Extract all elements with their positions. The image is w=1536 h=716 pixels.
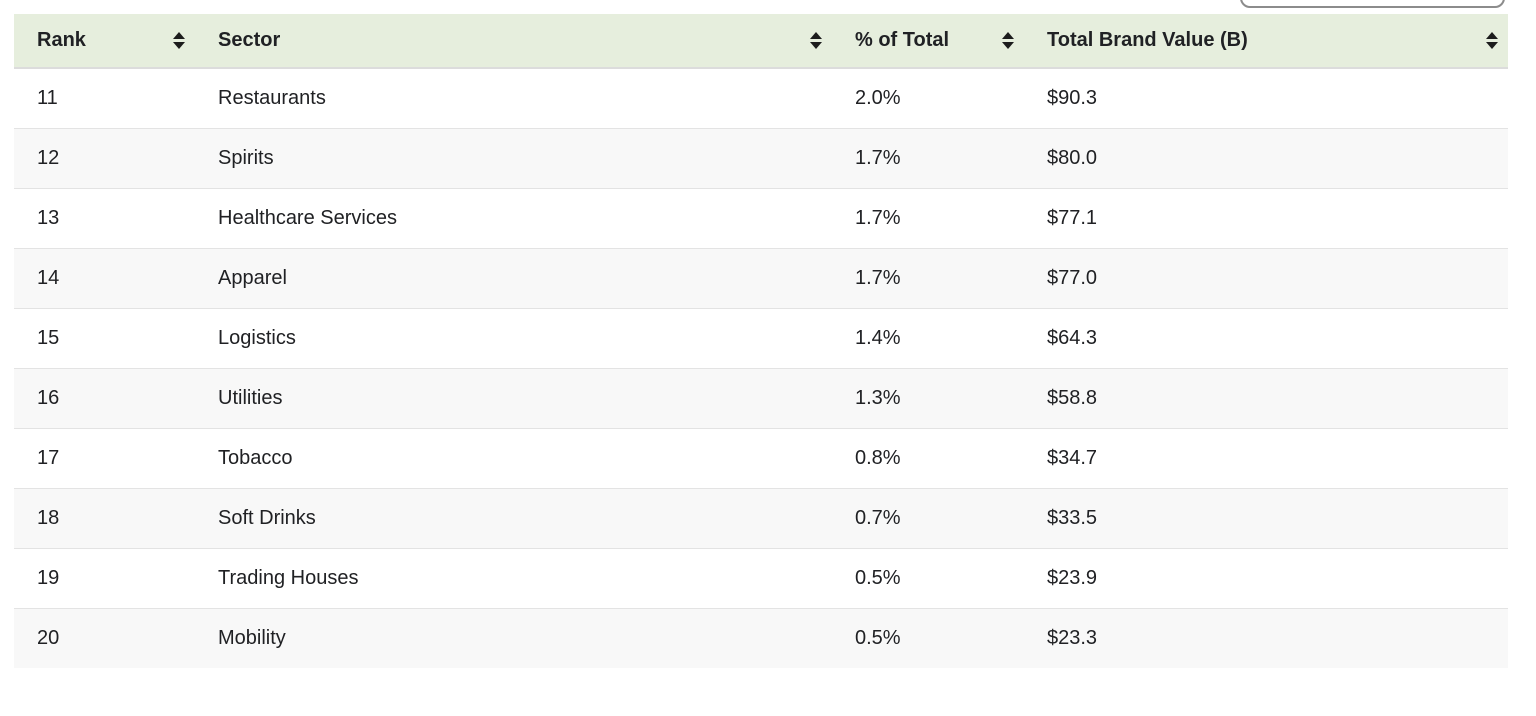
cell-value: $77.1 xyxy=(1024,187,1508,248)
cell-pct: 1.7% xyxy=(832,127,1024,188)
cell-pct: 1.7% xyxy=(832,247,1024,308)
cell-value: $77.0 xyxy=(1024,247,1508,308)
table-body: 11 Restaurants 2.0% $90.3 12 Spirits 1.7… xyxy=(14,68,1508,668)
column-header-label: Sector xyxy=(218,29,281,51)
cell-value: $23.9 xyxy=(1024,547,1508,608)
sort-icon xyxy=(810,32,822,49)
cell-value: $64.3 xyxy=(1024,307,1508,368)
cell-pct: 0.8% xyxy=(832,427,1024,488)
cell-rank: 11 xyxy=(37,86,58,109)
column-header-total-brand-value[interactable]: Total Brand Value (B) xyxy=(1024,14,1508,69)
cell-pct: 1.7% xyxy=(832,187,1024,248)
cell-pct: 1.3% xyxy=(832,367,1024,428)
cell-pct: 1.4% xyxy=(832,307,1024,368)
table-row: 19 Trading Houses 0.5% $23.9 xyxy=(14,547,1508,608)
table-row: 13 Healthcare Services 1.7% $77.1 xyxy=(14,187,1508,248)
cell-sector: Restaurants xyxy=(218,86,326,109)
cell-rank: 13 xyxy=(14,187,195,248)
cell-sector: Trading Houses xyxy=(195,547,832,608)
cell-sector: Mobility xyxy=(195,607,832,668)
cell-sector: Spirits xyxy=(195,127,832,188)
cell-pct: 2.0% xyxy=(855,86,901,109)
sort-icon xyxy=(173,32,185,49)
cell-pct: 0.5% xyxy=(832,547,1024,608)
cell-pct: 0.5% xyxy=(832,607,1024,668)
column-header-label: Total Brand Value (B) xyxy=(1047,29,1248,51)
table-row: 12 Spirits 1.7% $80.0 xyxy=(14,127,1508,188)
table-search-input[interactable] xyxy=(1240,0,1505,8)
cell-rank: 18 xyxy=(14,487,195,548)
sort-icon xyxy=(1002,32,1014,49)
sector-rank-table: Rank Sector % of Total xyxy=(14,14,1508,668)
cell-sector: Logistics xyxy=(195,307,832,368)
table-row: 18 Soft Drinks 0.7% $33.5 xyxy=(14,487,1508,548)
cell-value: $80.0 xyxy=(1024,127,1508,188)
cell-rank: 19 xyxy=(14,547,195,608)
table-header-row: Rank Sector % of Total xyxy=(14,14,1508,69)
column-header-sector[interactable]: Sector xyxy=(195,14,832,69)
cell-value: $34.7 xyxy=(1024,427,1508,488)
table-row: 20 Mobility 0.5% $23.3 xyxy=(14,607,1508,668)
cell-rank: 17 xyxy=(14,427,195,488)
table-row: 16 Utilities 1.3% $58.8 xyxy=(14,367,1508,428)
cell-sector: Healthcare Services xyxy=(195,187,832,248)
table-row: 14 Apparel 1.7% $77.0 xyxy=(14,247,1508,308)
cell-sector: Apparel xyxy=(195,247,832,308)
column-header-label: Rank xyxy=(37,29,86,51)
sort-icon xyxy=(1486,32,1498,49)
cell-rank: 16 xyxy=(14,367,195,428)
column-header-label: % of Total xyxy=(855,29,950,51)
cell-value: $90.3 xyxy=(1047,86,1098,109)
cell-pct: 0.7% xyxy=(832,487,1024,548)
cell-sector: Soft Drinks xyxy=(195,487,832,548)
cell-value: $58.8 xyxy=(1024,367,1508,428)
cell-rank: 20 xyxy=(14,607,195,668)
table-row: 15 Logistics 1.4% $64.3 xyxy=(14,307,1508,368)
cell-rank: 14 xyxy=(14,247,195,308)
cell-value: $33.5 xyxy=(1024,487,1508,548)
table-row: 11 Restaurants 2.0% $90.3 xyxy=(14,68,1508,128)
column-header-pct-of-total[interactable]: % of Total xyxy=(832,14,1024,69)
cell-sector: Tobacco xyxy=(195,427,832,488)
cell-value: $23.3 xyxy=(1024,607,1508,668)
column-header-rank[interactable]: Rank xyxy=(14,14,195,69)
cell-rank: 12 xyxy=(14,127,195,188)
table-row: 17 Tobacco 0.8% $34.7 xyxy=(14,427,1508,488)
cell-sector: Utilities xyxy=(195,367,832,428)
cell-rank: 15 xyxy=(14,307,195,368)
